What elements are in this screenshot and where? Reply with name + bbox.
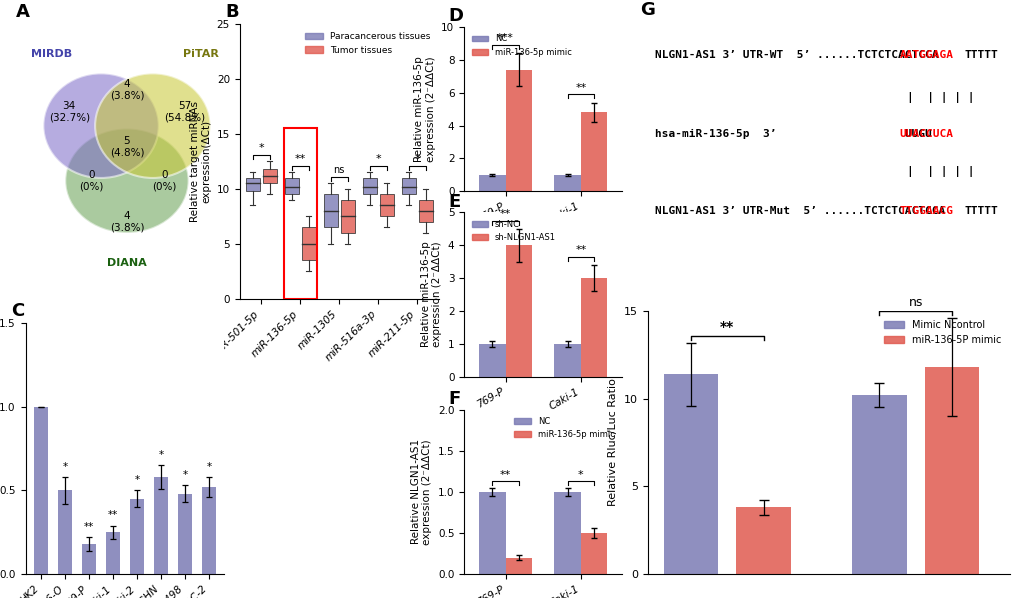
Legend: NC, miR-136-5p mimic: NC, miR-136-5p mimic [511,414,618,443]
Text: *: * [158,450,163,460]
Text: *: * [578,469,583,480]
Text: UUACCUCA: UUACCUCA [899,129,953,139]
Text: *: * [62,462,67,472]
Text: **: ** [719,320,734,334]
Text: 0
(0%): 0 (0%) [78,170,103,191]
Text: NLGN1-AS1 3’ UTR-Mut  5’ ......TCTCTCACTCCA: NLGN1-AS1 3’ UTR-Mut 5’ ......TCTCTCACTC… [654,206,945,216]
Bar [554,492,580,574]
Text: **: ** [108,511,118,520]
Text: D: D [448,7,463,25]
Legend: sh-NC, sh-NLGN1-AS1: sh-NC, sh-NLGN1-AS1 [468,216,558,245]
Bar [580,278,606,377]
Y-axis label: Relative Rluc/Luc Ratio: Relative Rluc/Luc Ratio [607,379,618,507]
Text: ns: ns [333,165,344,175]
Text: TTTTT: TTTTT [964,50,998,60]
Bar [505,557,531,574]
Text: NLGN1-AS1 3’ UTR-WT  5’ ......TCTCTCACTCCA: NLGN1-AS1 3’ UTR-WT 5’ ......TCTCTCACTCC… [654,50,937,60]
Text: *: * [182,470,187,480]
Text: *: * [135,475,140,486]
Bar [663,374,717,574]
Text: hsa-miR-136-5p  3’                   UUGU: hsa-miR-136-5p 3’ UUGU [654,129,930,139]
Text: C: C [11,303,24,321]
Ellipse shape [44,74,159,178]
Text: F: F [448,390,461,408]
Bar [505,69,531,191]
Bar [554,344,580,377]
Bar [924,367,978,574]
Text: **: ** [575,245,586,255]
Text: **: ** [84,522,94,532]
Text: **: ** [499,469,511,480]
Text: MIRDB: MIRDB [31,49,72,59]
Text: AATGGAGA: AATGGAGA [899,50,953,60]
Bar [852,395,906,574]
Text: 4
(3.8%): 4 (3.8%) [110,79,144,100]
Ellipse shape [95,74,210,178]
Text: |  | | | |: | | | | | [907,92,974,103]
Bar [263,169,276,184]
Y-axis label: Relative miR-136-5p
expression (2⁻ΔΔCt): Relative miR-136-5p expression (2⁻ΔΔCt) [414,56,435,162]
Text: 4
(3.8%): 4 (3.8%) [110,211,144,233]
Text: TTGGAACG: TTGGAACG [899,206,953,216]
Text: *: * [258,143,264,153]
Bar [554,175,580,191]
Text: ***: *** [496,33,514,44]
Text: 5
(4.8%): 5 (4.8%) [110,136,144,157]
Text: ns: ns [908,296,922,309]
Bar [419,200,432,222]
Text: 0
(0%): 0 (0%) [153,170,176,191]
Bar [736,508,790,574]
Ellipse shape [65,129,189,233]
Bar [580,112,606,191]
Bar [580,533,606,574]
Bar [34,407,48,574]
Bar [283,129,316,299]
Y-axis label: Relative target miRNAs
expression(ΔCt): Relative target miRNAs expression(ΔCt) [190,101,211,222]
Bar [362,178,376,194]
Bar [401,178,415,194]
Bar [154,477,168,574]
Text: *: * [206,462,211,472]
Text: A: A [15,3,30,21]
Text: E: E [448,193,461,210]
Bar [479,492,505,574]
Legend: NC, miR-136-5p mimic: NC, miR-136-5p mimic [468,31,575,60]
Legend: Paracancerous tissues, Tumor tissues: Paracancerous tissues, Tumor tissues [301,29,434,58]
Legend: Mimic Ncontrol, miR-136-5P mimic: Mimic Ncontrol, miR-136-5P mimic [879,316,1004,349]
Text: B: B [225,3,239,21]
Text: G: G [640,1,654,19]
Bar [106,532,120,574]
Bar [379,194,393,216]
Text: *: * [375,154,380,164]
Text: PiTAR: PiTAR [182,49,218,59]
Text: 57
(54.8%): 57 (54.8%) [164,101,205,123]
Y-axis label: Relative NLGN1-AS1
expression (2⁻ΔΔCt): Relative NLGN1-AS1 expression (2⁻ΔΔCt) [411,439,432,545]
Text: DIANA: DIANA [107,258,147,268]
Text: |  | | | |: | | | | | [907,166,974,177]
Bar [505,245,531,377]
Bar [302,227,316,261]
Text: **: ** [294,154,306,164]
Text: **: ** [499,209,511,219]
Bar [246,178,259,191]
Text: **: ** [575,83,586,93]
Bar [284,178,299,194]
Bar [202,487,216,574]
Bar [129,499,144,574]
Bar [340,200,355,233]
Bar [82,544,96,574]
Bar [58,490,72,574]
Bar [323,194,337,227]
Text: *: * [414,154,420,164]
Text: TTTTT: TTTTT [964,206,998,216]
Bar [479,344,505,377]
Y-axis label: Relative miR-136-5p
expression (2⁻ΔΔCt): Relative miR-136-5p expression (2⁻ΔΔCt) [420,242,442,347]
Bar [479,175,505,191]
Bar [177,494,192,574]
Text: 34
(32.7%): 34 (32.7%) [49,101,90,123]
